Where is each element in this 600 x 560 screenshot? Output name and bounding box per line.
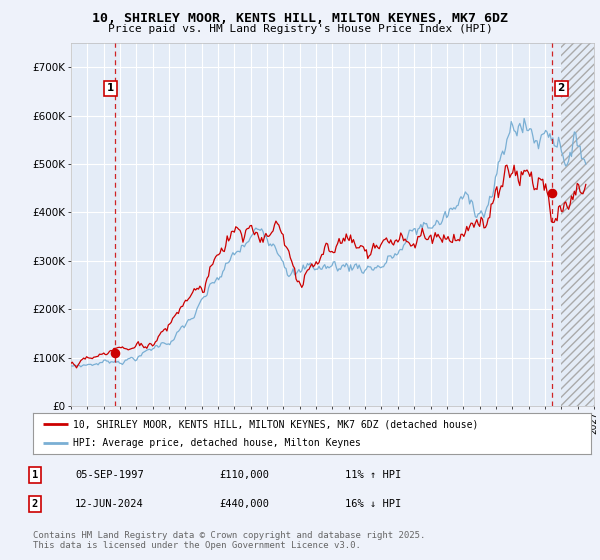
Text: Contains HM Land Registry data © Crown copyright and database right 2025.
This d: Contains HM Land Registry data © Crown c…	[33, 531, 425, 550]
Text: 05-SEP-1997: 05-SEP-1997	[75, 470, 144, 480]
Text: 1: 1	[32, 470, 38, 480]
Point	[547, 189, 557, 198]
Text: 11% ↑ HPI: 11% ↑ HPI	[345, 470, 401, 480]
Text: 2: 2	[557, 83, 565, 94]
Text: 16% ↓ HPI: 16% ↓ HPI	[345, 499, 401, 509]
Text: £440,000: £440,000	[219, 499, 269, 509]
Text: 10, SHIRLEY MOOR, KENTS HILL, MILTON KEYNES, MK7 6DZ (detached house): 10, SHIRLEY MOOR, KENTS HILL, MILTON KEY…	[73, 419, 479, 429]
Bar	[561, 43, 594, 406]
Text: £110,000: £110,000	[219, 470, 269, 480]
Text: 12-JUN-2024: 12-JUN-2024	[75, 499, 144, 509]
Text: 10, SHIRLEY MOOR, KENTS HILL, MILTON KEYNES, MK7 6DZ: 10, SHIRLEY MOOR, KENTS HILL, MILTON KEY…	[92, 12, 508, 25]
Text: 1: 1	[107, 83, 114, 94]
Text: HPI: Average price, detached house, Milton Keynes: HPI: Average price, detached house, Milt…	[73, 438, 361, 447]
Point	[110, 348, 119, 357]
Text: Price paid vs. HM Land Registry's House Price Index (HPI): Price paid vs. HM Land Registry's House …	[107, 24, 493, 34]
Text: 2: 2	[32, 499, 38, 509]
